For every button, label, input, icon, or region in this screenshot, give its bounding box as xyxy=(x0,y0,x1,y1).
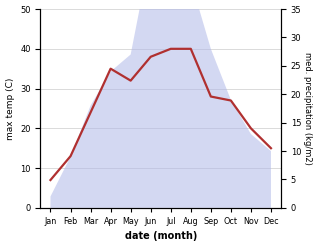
Y-axis label: med. precipitation (kg/m2): med. precipitation (kg/m2) xyxy=(303,52,313,165)
X-axis label: date (month): date (month) xyxy=(125,231,197,242)
Y-axis label: max temp (C): max temp (C) xyxy=(5,77,15,140)
